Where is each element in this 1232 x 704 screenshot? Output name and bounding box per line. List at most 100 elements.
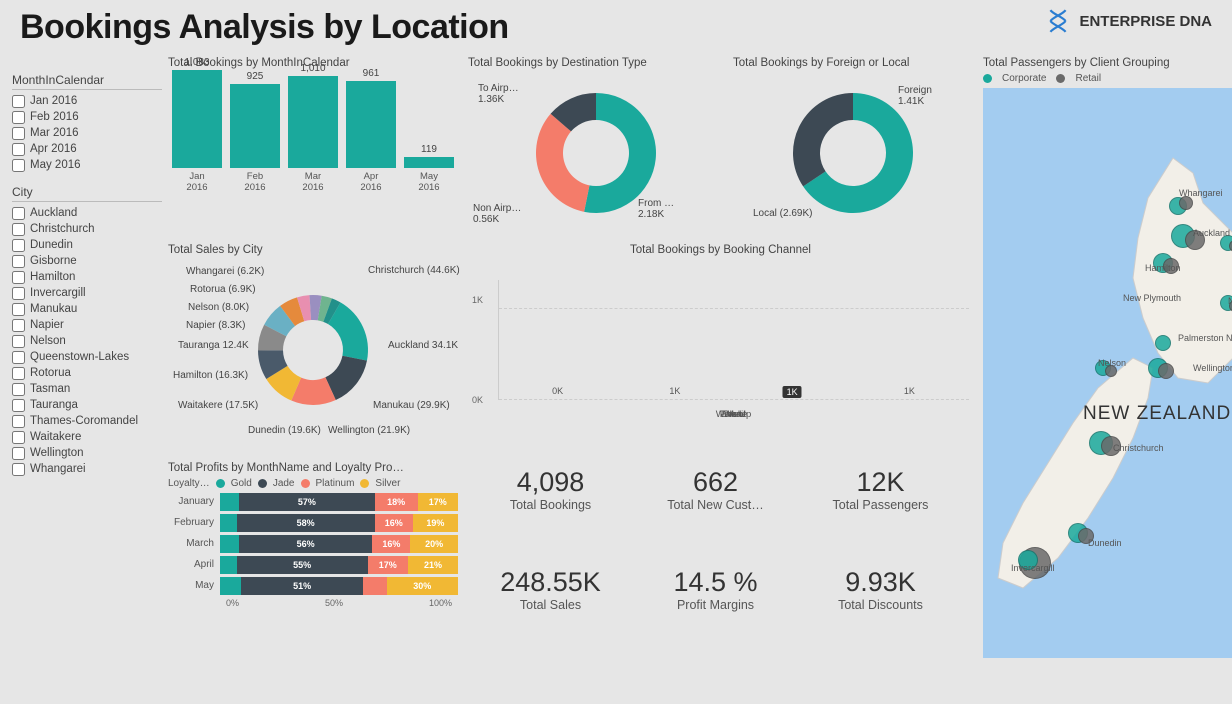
map-city-label: Wellington bbox=[1193, 363, 1232, 373]
profit-segment[interactable] bbox=[220, 556, 237, 574]
slicer-city-checkbox[interactable] bbox=[12, 223, 25, 236]
profit-segment[interactable]: 55% bbox=[237, 556, 368, 574]
profit-segment[interactable]: 56% bbox=[239, 535, 372, 553]
month-bar[interactable]: 961Apr2016 bbox=[346, 68, 396, 193]
profit-segment[interactable]: 30% bbox=[387, 577, 458, 595]
slicer-city-item[interactable]: Wellington bbox=[12, 445, 162, 461]
profit-segment[interactable]: 17% bbox=[368, 556, 408, 574]
dest-donut-panel[interactable]: Total Bookings by Destination Type To Ai… bbox=[468, 57, 723, 238]
profit-segment[interactable] bbox=[220, 493, 239, 511]
profit-segment[interactable]: 19% bbox=[413, 514, 458, 532]
profit-segment[interactable]: 21% bbox=[408, 556, 458, 574]
slicer-city-item[interactable]: Auckland bbox=[12, 205, 162, 221]
slicer-month-item[interactable]: Apr 2016 bbox=[12, 141, 162, 157]
map-panel[interactable]: Total Passengers by Client Grouping Corp… bbox=[983, 57, 1232, 658]
slicer-city-item[interactable]: Gisborne bbox=[12, 253, 162, 269]
profit-segment[interactable]: 57% bbox=[239, 493, 375, 511]
slicer-month-checkbox[interactable] bbox=[12, 111, 25, 124]
slicer-city-item[interactable]: Thames-Coromandel bbox=[12, 413, 162, 429]
kpi-card[interactable]: 14.5 %Profit Margins bbox=[643, 567, 788, 658]
month-bar[interactable]: 925Feb2016 bbox=[230, 71, 280, 193]
slicer-city-item[interactable]: Manukau bbox=[12, 301, 162, 317]
slicer-city-checkbox[interactable] bbox=[12, 303, 25, 316]
slicer-city-label: Hamilton bbox=[30, 271, 75, 283]
map-legend-dot bbox=[983, 74, 992, 83]
month-bar-panel[interactable]: Total Bookings by MonthInCalendar 1,083J… bbox=[168, 57, 458, 238]
month-bar[interactable]: 1,083Jan2016 bbox=[172, 57, 222, 193]
profit-segment[interactable]: 18% bbox=[375, 493, 418, 511]
slicer-city-checkbox[interactable] bbox=[12, 447, 25, 460]
slicer-month-item[interactable]: Feb 2016 bbox=[12, 109, 162, 125]
slicer-city-item[interactable]: Invercargill bbox=[12, 285, 162, 301]
map-bubble[interactable] bbox=[1155, 335, 1171, 351]
slicer-city-item[interactable]: Nelson bbox=[12, 333, 162, 349]
profit-segment[interactable]: 58% bbox=[237, 514, 375, 532]
profit-segment[interactable]: 16% bbox=[375, 514, 413, 532]
bar-label: Mar2016 bbox=[302, 172, 323, 193]
profit-row[interactable]: January57%18%17% bbox=[168, 493, 458, 511]
profit-segment[interactable]: 20% bbox=[410, 535, 458, 553]
slicer-month-checkbox[interactable] bbox=[12, 127, 25, 140]
slicer-city-item[interactable]: Dunedin bbox=[12, 237, 162, 253]
slicer-city-checkbox[interactable] bbox=[12, 255, 25, 268]
month-bar[interactable]: 1,010Mar2016 bbox=[288, 63, 338, 193]
slicer-month-item[interactable]: Mar 2016 bbox=[12, 125, 162, 141]
profit-segment[interactable] bbox=[220, 577, 241, 595]
kpi-card[interactable]: 248.55KTotal Sales bbox=[478, 567, 623, 658]
slicer-city-item[interactable]: Christchurch bbox=[12, 221, 162, 237]
profit-segment[interactable] bbox=[220, 514, 237, 532]
slicer-city-checkbox[interactable] bbox=[12, 415, 25, 428]
month-bar[interactable]: 119May2016 bbox=[404, 144, 454, 193]
slicer-city-item[interactable]: Whangarei bbox=[12, 461, 162, 477]
map-bubble[interactable] bbox=[1179, 196, 1193, 210]
slicer-city-item[interactable]: Queenstown-Lakes bbox=[12, 349, 162, 365]
profits-panel[interactable]: Total Profits by MonthName and Loyalty P… bbox=[168, 462, 458, 658]
city-donut-label: Christchurch (44.6K) bbox=[368, 265, 460, 276]
slicer-city-item[interactable]: Rotorua bbox=[12, 365, 162, 381]
slicer-city-item[interactable]: Tauranga bbox=[12, 397, 162, 413]
slicer-city-checkbox[interactable] bbox=[12, 431, 25, 444]
donut-slice[interactable] bbox=[536, 114, 589, 212]
slicer-city-checkbox[interactable] bbox=[12, 351, 25, 364]
slicer-city-checkbox[interactable] bbox=[12, 271, 25, 284]
map-bubble[interactable] bbox=[1158, 363, 1174, 379]
kpi-card[interactable]: 662Total New Cust… bbox=[643, 467, 788, 558]
slicer-city-checkbox[interactable] bbox=[12, 319, 25, 332]
kpi-card[interactable]: 4,098Total Bookings bbox=[478, 467, 623, 558]
donut-slice[interactable] bbox=[793, 93, 853, 186]
profit-segment[interactable] bbox=[220, 535, 239, 553]
city-donut-panel[interactable]: Total Sales by City Christchurch (44.6K)… bbox=[168, 244, 458, 455]
profit-segment[interactable] bbox=[363, 577, 387, 595]
profit-row[interactable]: May51%30% bbox=[168, 577, 458, 595]
slicer-city-checkbox[interactable] bbox=[12, 383, 25, 396]
slicer-month-item[interactable]: Jan 2016 bbox=[12, 93, 162, 109]
slicer-city-checkbox[interactable] bbox=[12, 367, 25, 380]
foreign-donut-panel[interactable]: Total Bookings by Foreign or Local Forei… bbox=[733, 57, 973, 238]
profit-row[interactable]: April55%17%21% bbox=[168, 556, 458, 574]
kpi-card[interactable]: 9.93KTotal Discounts bbox=[808, 567, 953, 658]
slicer-city-item[interactable]: Napier bbox=[12, 317, 162, 333]
slicer-city-checkbox[interactable] bbox=[12, 463, 25, 476]
axis-label: 100% bbox=[429, 598, 452, 608]
slicer-month-checkbox[interactable] bbox=[12, 95, 25, 108]
slicer-month-checkbox[interactable] bbox=[12, 143, 25, 156]
slicer-month-item[interactable]: May 2016 bbox=[12, 157, 162, 173]
slicer-city-item[interactable]: Tasman bbox=[12, 381, 162, 397]
slicer-city-checkbox[interactable] bbox=[12, 287, 25, 300]
profit-segment[interactable]: 16% bbox=[372, 535, 410, 553]
slicer-city-checkbox[interactable] bbox=[12, 207, 25, 220]
kpi-card[interactable]: 12KTotal Passengers bbox=[808, 467, 953, 558]
slicer-city-item[interactable]: Waitakere bbox=[12, 429, 162, 445]
profit-segment[interactable]: 51% bbox=[241, 577, 362, 595]
slicer-city-checkbox[interactable] bbox=[12, 239, 25, 252]
channel-bar-panel[interactable]: Total Bookings by Booking Channel 0K1K0K… bbox=[468, 244, 973, 455]
slicer-city-item[interactable]: Hamilton bbox=[12, 269, 162, 285]
slicer-month-checkbox[interactable] bbox=[12, 159, 25, 172]
profit-row[interactable]: March56%16%20% bbox=[168, 535, 458, 553]
slicer-city-checkbox[interactable] bbox=[12, 399, 25, 412]
profit-row[interactable]: February58%16%19% bbox=[168, 514, 458, 532]
slicer-city-checkbox[interactable] bbox=[12, 335, 25, 348]
kpi-label: Total Bookings bbox=[478, 498, 623, 512]
donut-label: From …2.18K bbox=[638, 198, 674, 220]
profit-segment[interactable]: 17% bbox=[418, 493, 458, 511]
